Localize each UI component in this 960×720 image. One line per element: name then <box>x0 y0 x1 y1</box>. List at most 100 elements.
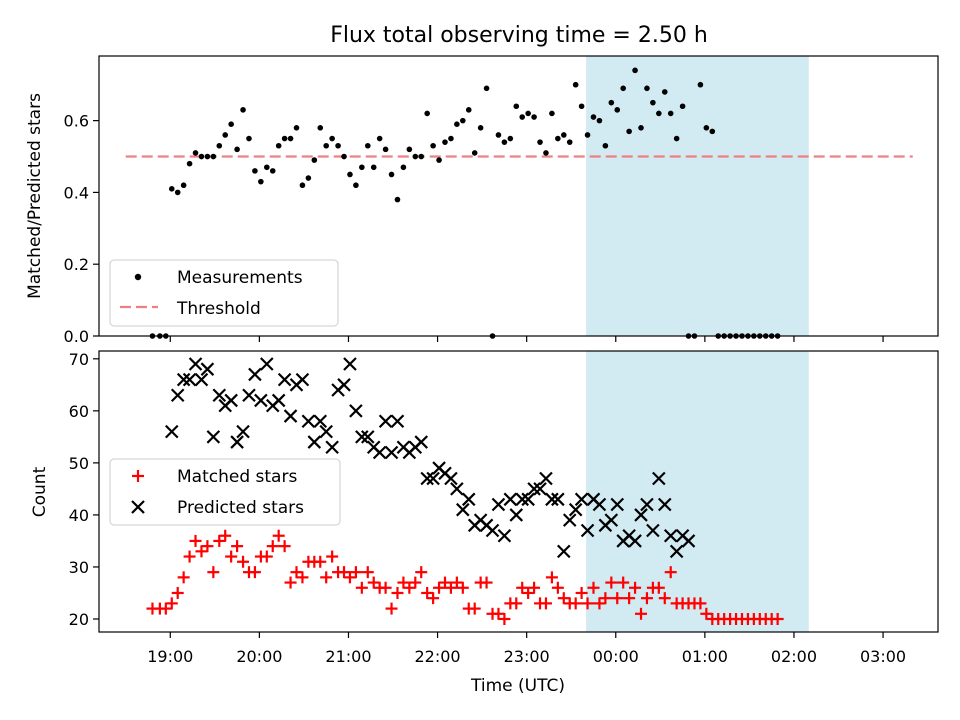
measurement-point <box>697 81 704 88</box>
x-axis-label: Time (UTC) <box>470 676 565 696</box>
predicted-star-point <box>681 534 696 548</box>
measurement-point <box>673 135 680 142</box>
y-tick-label: 0.2 <box>64 255 89 274</box>
matched-star-point <box>421 586 434 599</box>
predicted-star-point <box>450 482 464 496</box>
measurement-point <box>204 153 211 160</box>
predicted-star-point <box>545 492 559 507</box>
measurement-point <box>186 160 193 167</box>
predicted-star-point <box>307 435 322 449</box>
measurement-point <box>638 124 644 131</box>
measurement-point <box>537 139 543 145</box>
predicted-star-point <box>592 497 607 512</box>
measurement-point <box>703 124 710 131</box>
matched-star-point <box>183 550 196 563</box>
y-tick-label: 0.4 <box>64 183 89 202</box>
matched-star-point <box>450 576 463 589</box>
matched-star-point <box>617 576 630 589</box>
measurement-point <box>608 99 615 106</box>
legend-x-marker <box>131 500 145 514</box>
matched-star-point <box>694 597 707 610</box>
predicted-star-point <box>420 471 434 486</box>
predicted-star-point <box>503 492 518 507</box>
matched-star-point <box>640 592 653 605</box>
matched-star-point <box>171 586 184 599</box>
measurement-point <box>400 164 407 171</box>
predicted-star-point <box>343 357 357 371</box>
matched-star-point <box>545 571 558 584</box>
measurement-point <box>275 142 282 149</box>
matched-star-point <box>539 597 552 610</box>
measurement-point <box>650 99 656 106</box>
matched-star-point <box>516 581 529 594</box>
predicted-star-point <box>521 492 535 507</box>
measurement-point <box>430 142 436 149</box>
predicted-star-point <box>170 388 185 403</box>
legend-label-threshold: Threshold <box>176 299 261 319</box>
measurement-point <box>269 168 276 174</box>
legend-plus-marker <box>132 470 144 482</box>
predicted-star-point <box>295 372 310 387</box>
x-tick-label: 02:00 <box>771 647 817 666</box>
measurement-point <box>513 103 520 110</box>
predicted-star-point <box>182 372 197 387</box>
matched-star-point <box>213 534 226 547</box>
predicted-star-point <box>628 534 642 548</box>
predicted-star-point <box>444 471 458 486</box>
predicted-star-point <box>355 430 369 444</box>
matched-star-point <box>623 592 636 605</box>
matched-star-point <box>427 592 440 605</box>
matched-star-point <box>593 597 606 610</box>
predicted-star-point <box>568 502 583 517</box>
measurement-point <box>347 171 353 178</box>
matched-star-point <box>355 581 368 594</box>
predicted-star-point <box>491 497 506 512</box>
measurement-point <box>305 175 312 181</box>
matched-star-point <box>468 602 481 615</box>
measurement-point <box>483 85 490 92</box>
top-y-ticks: 0.0 0.2 0.4 0.6 <box>64 112 99 346</box>
legend-dot-marker <box>134 273 142 281</box>
legend-label-matched: Matched stars <box>177 467 297 487</box>
measurement-point <box>364 142 371 149</box>
x-tick-label: 22:00 <box>415 647 461 666</box>
matched-star-point <box>635 607 648 620</box>
measurement-point <box>644 85 650 92</box>
predicted-star-point <box>319 424 333 439</box>
matched-star-point <box>314 555 327 568</box>
measurement-point <box>376 135 383 142</box>
predicted-star-point <box>360 430 375 444</box>
measurement-point <box>531 114 537 120</box>
measurement-point <box>341 153 347 160</box>
predicted-star-point <box>372 445 387 460</box>
bottom-y-axis-label: Count <box>30 466 50 517</box>
matched-star-point <box>551 581 564 594</box>
predicted-star-point <box>497 528 512 543</box>
predicted-star-point <box>248 367 262 382</box>
matched-star-points <box>146 529 784 625</box>
matched-star-point <box>433 581 446 594</box>
predicted-star-point <box>461 492 476 507</box>
matched-star-point <box>159 602 172 615</box>
predicted-star-points <box>164 357 696 559</box>
matched-star-point <box>349 566 362 579</box>
predicted-star-point <box>646 523 660 538</box>
measurement-point <box>252 168 258 174</box>
measurement-point <box>406 146 413 153</box>
matched-star-point <box>201 540 214 553</box>
predicted-star-point <box>634 508 648 522</box>
matched-star-point <box>409 576 422 589</box>
y-tick-label: 30 <box>69 558 89 577</box>
measurement-point <box>180 182 187 189</box>
predicted-star-point <box>212 388 227 403</box>
matched-star-point <box>237 555 250 568</box>
matched-star-point <box>581 597 594 610</box>
predicted-star-point <box>206 430 221 444</box>
measurement-point <box>329 135 335 142</box>
matched-star-point <box>189 534 202 547</box>
predicted-star-point <box>509 508 524 522</box>
matched-star-point <box>652 581 665 594</box>
measurement-point <box>584 132 591 138</box>
measurement-point <box>388 171 395 178</box>
measurement-point <box>632 67 638 74</box>
